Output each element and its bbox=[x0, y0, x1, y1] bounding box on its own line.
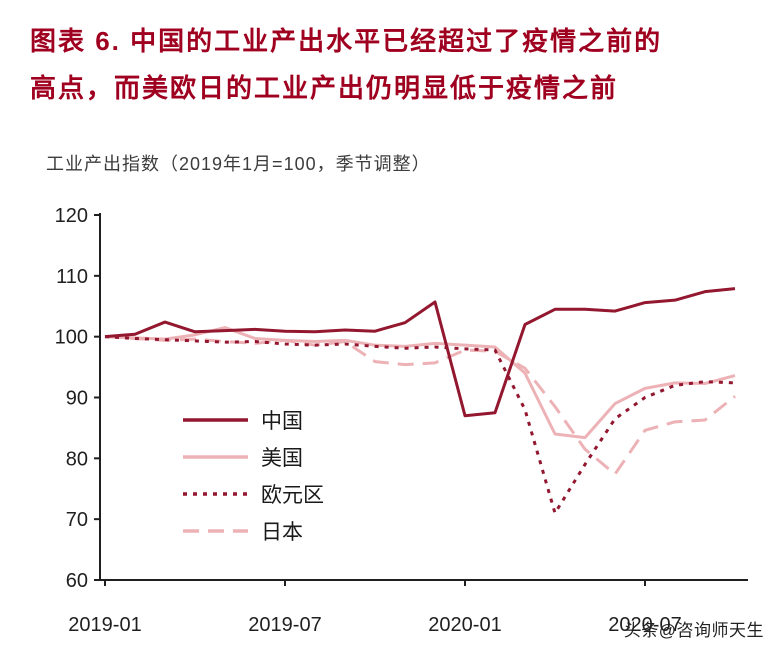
industrial-output-line-chart: 60 70 80 90 100 110 120 2019-01 2019-07 2020-01 20… bbox=[55, 205, 748, 636]
x-axis-tick-label: 2019-01 bbox=[68, 614, 141, 636]
x-axis-tick-label: 2019-07 bbox=[248, 614, 321, 636]
series-line-eurozone bbox=[104, 335, 736, 515]
series-line-japan bbox=[104, 335, 736, 476]
y-axis-tick-label: 60 bbox=[66, 570, 88, 592]
watermark: 头条@咨询师天生 bbox=[623, 621, 764, 640]
legend-label-us: 美国 bbox=[261, 447, 303, 470]
figure-title-line-1: 图表 6. 中国的工业产出水平已经超过了疫情之前的 bbox=[30, 26, 663, 56]
y-axis-tick-label: 80 bbox=[66, 448, 88, 470]
y-axis-tick-label: 90 bbox=[66, 388, 88, 410]
legend-label-china: 中国 bbox=[261, 410, 303, 433]
legend-label-eurozone: 欧元区 bbox=[261, 484, 324, 507]
y-axis-tick-label: 120 bbox=[55, 205, 88, 227]
y-axis-tick-label: 70 bbox=[66, 509, 88, 531]
figure-title: 图表 6. 中国的工业产出水平已经超过了疫情之前的 高点，而美欧日的工业产出仍明… bbox=[30, 18, 750, 112]
chart-subtitle: 工业产出指数（2019年1月=100，季节调整） bbox=[46, 154, 431, 174]
y-axis-tick-label: 110 bbox=[56, 266, 88, 288]
x-axis-tick-label: 2020-01 bbox=[428, 614, 501, 636]
y-axis-tick-label: 100 bbox=[55, 327, 88, 349]
figure-title-line-2: 高点，而美欧日的工业产出仍明显低于疫情之前 bbox=[30, 72, 619, 103]
legend-label-japan: 日本 bbox=[261, 521, 303, 544]
chart-area: 60 70 80 90 100 110 120 2019-01 2019-07 2020-01 20… bbox=[0, 195, 770, 649]
x-axis-tick-label: 2020-07 bbox=[608, 614, 681, 636]
series-line-china bbox=[104, 287, 736, 418]
